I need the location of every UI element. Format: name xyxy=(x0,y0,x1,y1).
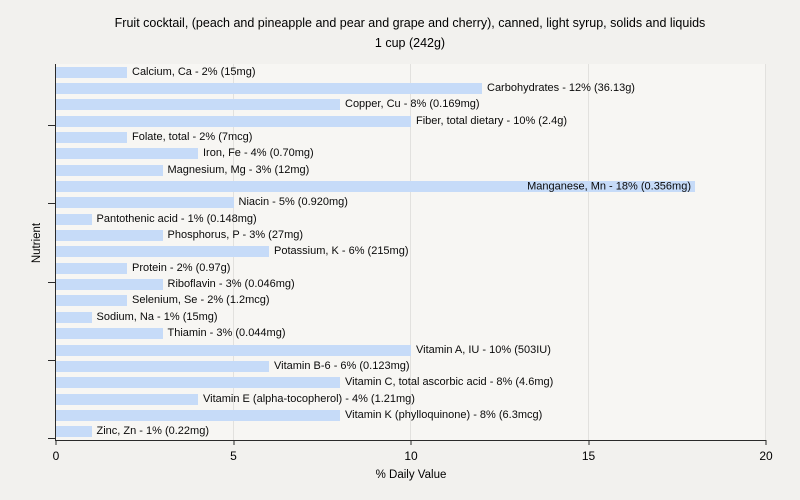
bar-row-sodium-na: Sodium, Na - 1% (15mg) xyxy=(56,309,766,325)
chart-title: Fruit cocktail, (peach and pineapple and… xyxy=(20,13,800,53)
bar-row-calcium-ca: Calcium, Ca - 2% (15mg) xyxy=(56,64,766,80)
bar xyxy=(56,66,127,78)
bar xyxy=(56,148,198,160)
x-axis-tick-0 xyxy=(55,440,57,445)
gridline-x-15 xyxy=(587,64,589,440)
bar-row-iron-fe: Iron, Fe - 4% (0.70mg) xyxy=(56,146,766,162)
bar-label: Niacin - 5% (0.920mg) xyxy=(238,196,348,209)
bar-row-vitamin-b-6: Vitamin B-6 - 6% (0.123mg) xyxy=(56,358,766,374)
y-axis-tick xyxy=(48,203,56,204)
bar-label: Pantothenic acid - 1% (0.148mg) xyxy=(96,212,257,225)
bar-row-vitamin-e-alpha-tocopherol: Vitamin E (alpha-tocopherol) - 4% (1.21m… xyxy=(56,391,766,407)
bar xyxy=(56,360,269,372)
bar-label: Potassium, K - 6% (215mg) xyxy=(274,245,409,258)
bar-label: Protein - 2% (0.97g) xyxy=(132,261,231,274)
bar xyxy=(56,393,198,405)
bar xyxy=(56,181,695,193)
bar-label: Thiamin - 3% (0.044mg) xyxy=(167,327,286,340)
bar xyxy=(56,246,269,258)
gridline-x-20 xyxy=(765,64,766,440)
x-axis-tick-label-15: 15 xyxy=(581,449,596,463)
x-axis-tick-label-10: 10 xyxy=(404,449,418,463)
bar-row-fiber-total-dietary: Fiber, total dietary - 10% (2.4g) xyxy=(56,113,766,129)
bar xyxy=(56,115,411,127)
bar-series: Calcium, Ca - 2% (15mg) Carbohydrates - 1… xyxy=(56,64,766,440)
bar-label: Selenium, Se - 2% (1.2mcg) xyxy=(132,294,270,307)
bar-label: Vitamin E (alpha-tocopherol) - 4% (1.21m… xyxy=(203,392,415,405)
bar xyxy=(56,83,482,95)
bar-label: Phosphorus, P - 3% (27mg) xyxy=(167,229,304,242)
bar-label: Riboflavin - 3% (0.046mg) xyxy=(167,278,295,291)
bar xyxy=(56,426,92,438)
y-axis-tick xyxy=(48,360,56,361)
bar-label: Iron, Fe - 4% (0.70mg) xyxy=(203,147,314,160)
bar xyxy=(56,409,340,421)
bar xyxy=(56,213,92,225)
bar-row-zinc-zn: Zinc, Zn - 1% (0.22mg) xyxy=(56,424,766,440)
bar-label: Folate, total - 2% (7mcg) xyxy=(132,131,253,144)
chart-title-line1: Fruit cocktail, (peach and pineapple and… xyxy=(114,16,706,30)
x-axis-tick-label-0: 0 xyxy=(52,449,60,463)
bar-label: Calcium, Ca - 2% (15mg) xyxy=(132,65,256,78)
bar xyxy=(56,99,340,111)
bar xyxy=(56,164,163,176)
y-axis-title: Nutrient xyxy=(31,222,43,264)
bar-label: Manganese, Mn - 18% (0.356mg) xyxy=(527,180,691,193)
bar xyxy=(56,295,127,307)
bar-row-magnesium-mg: Magnesium, Mg - 3% (12mg) xyxy=(56,162,766,178)
x-axis-tick-15 xyxy=(588,440,589,445)
bar-row-folate-total: Folate, total - 2% (7mcg) xyxy=(56,129,766,145)
bar-row-potassium-k: Potassium, K - 6% (215mg) xyxy=(56,244,766,260)
bar-label: Vitamin K (phylloquinone) - 8% (6.3mcg) xyxy=(345,408,543,421)
x-axis-tick-20 xyxy=(765,440,767,445)
bar-row-carbohydrates: Carbohydrates - 12% (36.13g) xyxy=(56,80,766,96)
bar xyxy=(56,279,163,291)
bar xyxy=(56,328,163,340)
bar-row-thiamin: Thiamin - 3% (0.044mg) xyxy=(56,326,766,342)
bar-label: Zinc, Zn - 1% (0.22mg) xyxy=(96,425,209,438)
bar xyxy=(56,230,163,242)
bar xyxy=(56,344,411,356)
bar xyxy=(56,132,127,144)
x-axis-tick-5 xyxy=(233,440,234,445)
bar-label: Copper, Cu - 8% (0.169mg) xyxy=(345,98,480,111)
x-axis-title: % Daily Value xyxy=(375,469,447,481)
y-axis-tick xyxy=(48,438,56,439)
bar-label: Carbohydrates - 12% (36.13g) xyxy=(487,82,635,95)
bar-label: Vitamin A, IU - 10% (503IU) xyxy=(416,343,551,356)
bar xyxy=(56,197,234,209)
y-axis-tick xyxy=(48,282,56,283)
gridline-x-10 xyxy=(410,64,411,440)
bar-row-pantothenic-acid: Pantothenic acid - 1% (0.148mg) xyxy=(56,211,766,227)
x-axis-tick-10 xyxy=(410,440,412,445)
bar-row-selenium-se: Selenium, Se - 2% (1.2mcg) xyxy=(56,293,766,309)
bar-row-niacin: Niacin - 5% (0.920mg) xyxy=(56,195,766,211)
bar-label: Fiber, total dietary - 10% (2.4g) xyxy=(416,114,568,127)
bar xyxy=(56,377,340,389)
bar-row-copper-cu: Copper, Cu - 8% (0.169mg) xyxy=(56,97,766,113)
bar-label: Vitamin B-6 - 6% (0.123mg) xyxy=(274,359,410,372)
chart-title-line2: 1 cup (242g) xyxy=(374,36,446,50)
bar-row-vitamin-a-iu: Vitamin A, IU - 10% (503IU) xyxy=(56,342,766,358)
bar xyxy=(56,262,127,274)
bar-row-riboflavin: Riboflavin - 3% (0.046mg) xyxy=(56,276,766,292)
x-axis-tick-label-5: 5 xyxy=(230,449,237,463)
bar-row-vitamin-c-total-ascorbic-acid: Vitamin C, total ascorbic acid - 8% (4.6… xyxy=(56,375,766,391)
bar-row-phosphorus-p: Phosphorus, P - 3% (27mg) xyxy=(56,227,766,243)
bar-label: Vitamin C, total ascorbic acid - 8% (4.6… xyxy=(345,376,554,389)
y-axis-tick xyxy=(48,125,56,126)
bar xyxy=(56,311,92,323)
bar-label: Sodium, Na - 1% (15mg) xyxy=(96,310,218,323)
bar-row-vitamin-k-phylloquinone: Vitamin K (phylloquinone) - 8% (6.3mcg) xyxy=(56,407,766,423)
bar-row-manganese-mn: Manganese, Mn - 18% (0.356mg) xyxy=(56,178,766,194)
bar-label: Magnesium, Mg - 3% (12mg) xyxy=(167,163,310,176)
bar-row-protein: Protein - 2% (0.97g) xyxy=(56,260,766,276)
plot-area: Calcium, Ca - 2% (15mg) Carbohydrates - 1… xyxy=(48,64,773,481)
x-axis-tick-label-20: 20 xyxy=(759,449,773,463)
